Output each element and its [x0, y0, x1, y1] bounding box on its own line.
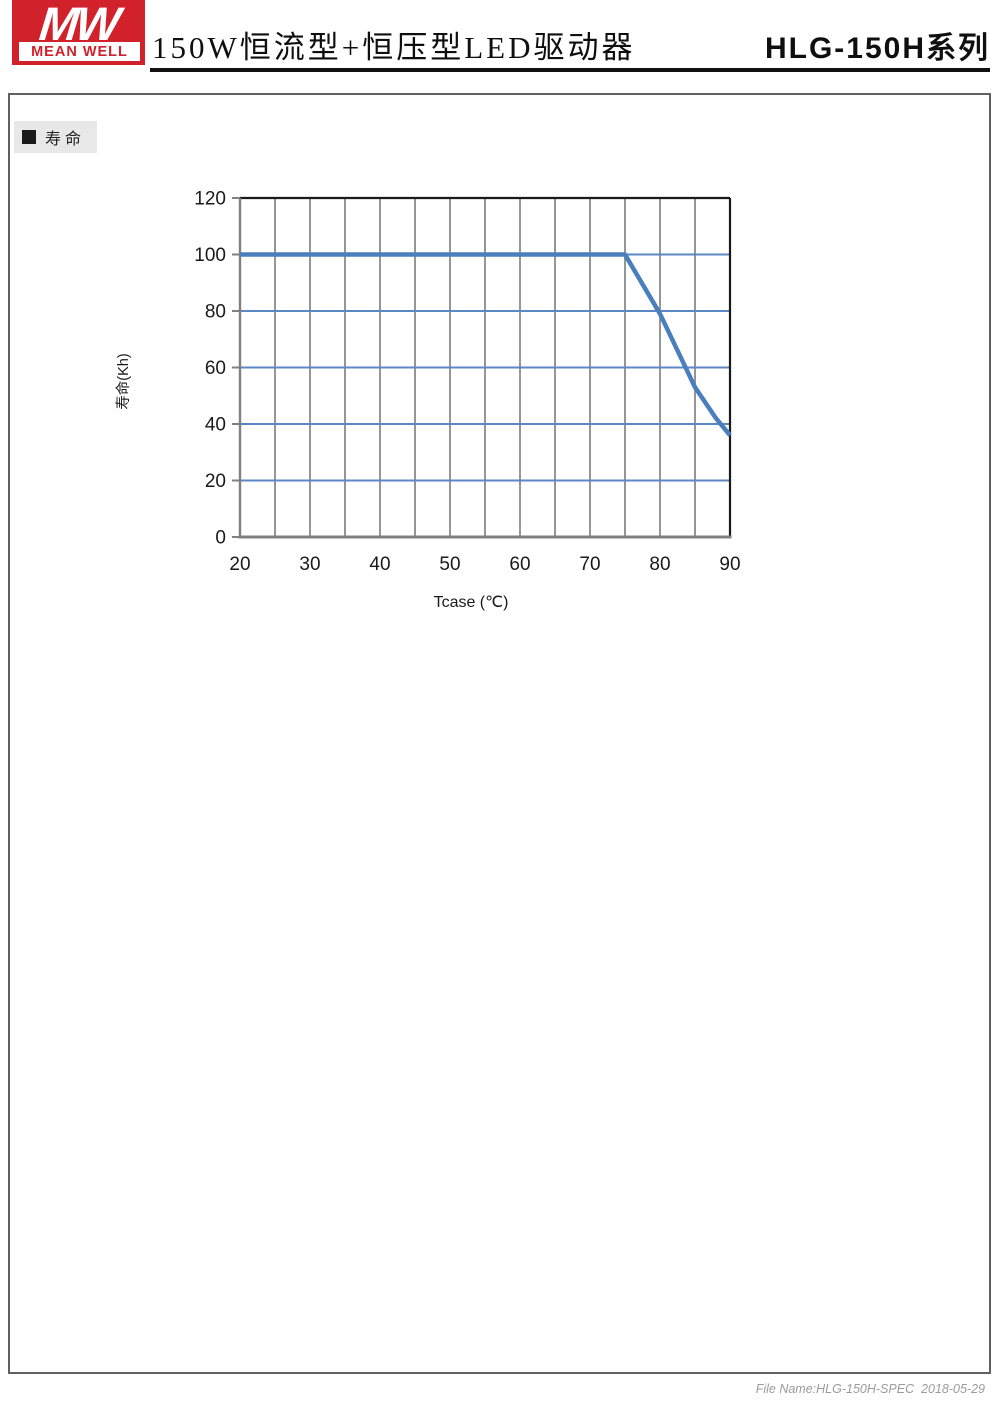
page-title: 150W恒流型+恒压型LED驱动器: [152, 30, 636, 65]
y-tick-label: 40: [205, 415, 226, 436]
x-tick-label: 50: [439, 554, 460, 575]
content-frame: [8, 93, 991, 1374]
x-axis-title: Tcase (℃): [434, 594, 509, 611]
y-tick-label: 20: [205, 471, 226, 492]
x-tick-label: 20: [229, 554, 250, 575]
x-tick-label: 60: [509, 554, 530, 575]
y-axis-title: 寿命(Kh): [114, 353, 132, 409]
section-label-text: 寿命: [45, 131, 86, 148]
section-bullet-icon: [22, 130, 36, 144]
y-tick-label: 120: [194, 189, 226, 210]
lifetime-curve: [240, 252, 732, 437]
section-label-lifetime: 寿命: [14, 121, 98, 153]
x-tick-label: 70: [579, 554, 600, 575]
meanwell-logo: MW MEAN WELL: [12, 0, 145, 65]
logo-brand-text: MEAN WELL: [19, 42, 140, 61]
y-tick-label: 60: [205, 358, 226, 379]
x-tick-label: 30: [299, 554, 320, 575]
header-divider: [150, 68, 990, 72]
x-tick-label: 90: [719, 554, 740, 575]
x-tick-label: 80: [649, 554, 670, 575]
series-title: HLG-150H系列: [764, 32, 990, 65]
y-tick-label: 80: [205, 302, 226, 323]
y-tick-label: 100: [194, 245, 226, 266]
y-tick-label: 0: [215, 528, 226, 549]
file-name-note: File Name:HLG-150H-SPEC 2018-05-29: [755, 1382, 985, 1396]
x-tick-label: 40: [369, 554, 390, 575]
